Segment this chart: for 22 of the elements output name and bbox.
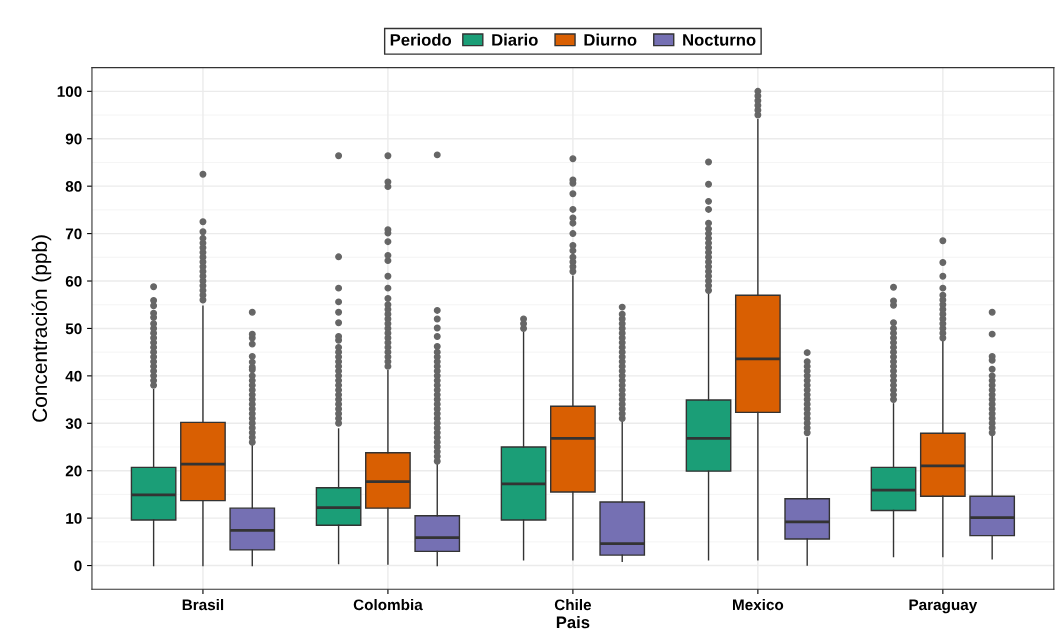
- legend-label: Diario: [492, 33, 538, 46]
- y-tick-label: 10: [66, 512, 82, 524]
- y-tick-label: 50: [65, 323, 82, 335]
- y-tick-label: 40: [65, 370, 82, 382]
- x-tick-label: Colombia: [353, 598, 423, 611]
- y-tick-label: 80: [65, 181, 82, 192]
- legend-label: Nocturno: [683, 34, 756, 46]
- x-tick-label: Paraguay: [909, 599, 978, 614]
- y-tick-label: 70: [65, 228, 82, 240]
- y-tick-label: 0: [74, 560, 82, 572]
- legend-title: Periodo: [390, 33, 452, 46]
- legend-label: Diurno: [584, 33, 637, 46]
- y-tick-label: 30: [65, 418, 82, 429]
- x-axis-title: Pais: [556, 616, 590, 629]
- y-tick-label: 60: [65, 275, 82, 287]
- x-tick-label: Chile: [554, 598, 592, 611]
- y-tick-label: 100: [57, 86, 82, 98]
- x-tick-label: Mexico: [733, 598, 784, 611]
- y-tick-label: 90: [65, 133, 82, 145]
- y-axis-title: Concentración (ppb): [31, 235, 52, 422]
- x-tick-label: Brasil: [182, 598, 224, 611]
- y-tick-label: 20: [65, 465, 82, 477]
